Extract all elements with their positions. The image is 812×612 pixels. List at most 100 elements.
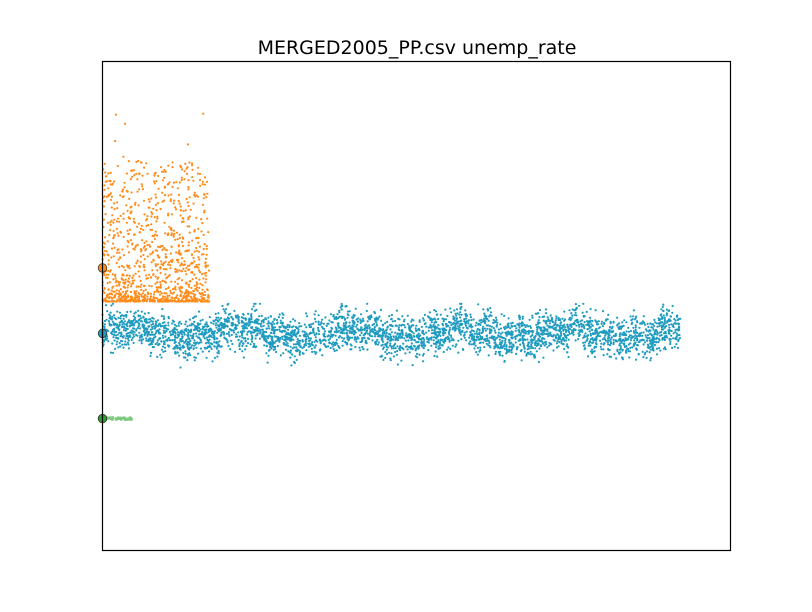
series-1-point: [147, 325, 150, 328]
series-1-point: [201, 318, 204, 321]
series-2-point: [199, 184, 202, 187]
series-2-point: [176, 282, 179, 285]
series-1-point: [631, 336, 634, 339]
series-1-point: [674, 328, 677, 331]
series-1-point: [586, 328, 589, 331]
series-1-point: [189, 353, 192, 357]
series-1-point: [150, 351, 153, 354]
series-1-point: [426, 315, 429, 318]
series-1-point: [361, 317, 365, 320]
series-1-point: [240, 316, 243, 319]
series-1-point: [524, 325, 527, 329]
series-2-point: [153, 182, 156, 185]
series-1-point: [461, 322, 464, 326]
series-2-point: [178, 269, 181, 272]
series-1-point: [389, 342, 392, 345]
series-1-point: [505, 331, 508, 334]
series-2-point: [109, 221, 112, 224]
series-1-point: [530, 330, 533, 333]
series-2-point: [167, 286, 170, 290]
series-1-point: [425, 325, 428, 328]
series-1-point: [588, 316, 592, 319]
series-1-point: [179, 339, 183, 342]
series-2-point: [115, 227, 118, 230]
series-2-point: [143, 284, 146, 287]
series-1-point: [538, 335, 542, 338]
series-1-point: [325, 324, 328, 327]
series-1-point: [361, 338, 364, 341]
series-1-point: [610, 336, 614, 339]
series-1-point: [369, 334, 372, 337]
series-1-point: [366, 348, 369, 351]
series-2-point: [122, 295, 125, 298]
series-1-point: [222, 308, 225, 311]
series-1-point: [596, 331, 599, 334]
series-2-point: [187, 179, 190, 182]
series-1-point: [219, 329, 222, 332]
series-1-point: [600, 320, 604, 323]
series-2-point: [111, 297, 114, 300]
series-1-point: [595, 336, 598, 340]
series-2-point: [118, 297, 121, 300]
series-1-point: [375, 321, 378, 324]
series-2-point: [153, 300, 156, 303]
series-1-point: [195, 346, 198, 349]
series-1-point: [386, 352, 389, 356]
series-1-point: [531, 314, 534, 317]
series-1-point: [355, 318, 358, 321]
series-2-point: [161, 279, 164, 283]
series-2-point: [141, 299, 144, 302]
series-1-point: [409, 329, 412, 332]
series-2-point: [175, 251, 178, 254]
series-1-point: [533, 353, 536, 356]
series-1-point: [513, 335, 517, 338]
series-1-point: [447, 346, 450, 349]
series-1-point: [489, 311, 493, 314]
series-2-point: [154, 275, 157, 278]
series-1-point: [140, 342, 143, 345]
series-1-point: [656, 325, 659, 328]
series-2-point: [199, 271, 202, 274]
series-1-point: [653, 318, 656, 321]
series-1-point: [455, 318, 458, 321]
series-1-point: [523, 347, 526, 350]
series-1-point: [604, 319, 608, 322]
series-1-point: [360, 331, 363, 334]
series-1-point: [262, 332, 265, 335]
series-1-point: [641, 334, 644, 337]
series-2-point: [148, 284, 151, 287]
series-1-point: [527, 332, 530, 335]
series-1-point: [480, 321, 483, 324]
series-2-point: [163, 176, 166, 179]
series-1-point: [390, 347, 393, 350]
series-1-point: [498, 338, 501, 341]
series-1-point: [675, 332, 679, 335]
series-1-point: [314, 339, 318, 342]
series-1-point: [450, 323, 453, 327]
series-1-point: [446, 325, 449, 328]
series-2-point: [181, 244, 184, 248]
series-1-point: [245, 327, 249, 330]
series-1-point: [417, 347, 420, 350]
series-1-point: [503, 360, 506, 363]
series-1-point: [356, 323, 359, 326]
series-2-point: [177, 244, 180, 247]
series-1-point: [515, 352, 518, 355]
series-1-point: [154, 324, 157, 327]
series-1-point: [646, 339, 649, 342]
series-2-point: [193, 250, 196, 253]
series-2-point: [121, 195, 124, 198]
series-1-point: [529, 335, 532, 338]
series-2-point: [111, 183, 114, 186]
series-1-point: [131, 327, 135, 330]
series-2-point: [126, 300, 129, 303]
series-1-point: [657, 341, 660, 344]
series-3-point: [128, 417, 132, 421]
series-1-point: [246, 337, 250, 340]
series-1-point: [404, 345, 408, 348]
series-1-point: [649, 329, 652, 332]
series-1-point: [289, 331, 292, 334]
series-1-point: [436, 330, 439, 333]
series-2-point: [197, 241, 200, 244]
series-1-point: [227, 344, 230, 347]
